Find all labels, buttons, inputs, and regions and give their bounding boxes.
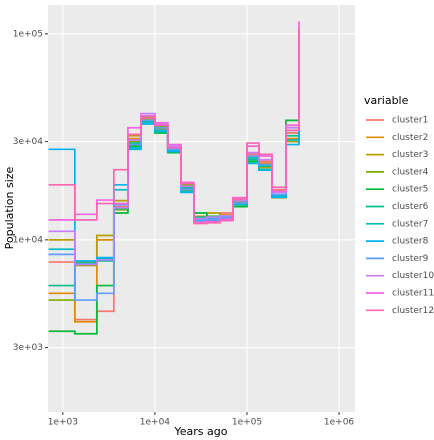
- y-axis-label: Population size: [3, 166, 16, 249]
- legend-label: cluster8: [392, 237, 429, 247]
- y-tick-label: 3e+04: [13, 137, 44, 147]
- legend-label: cluster5: [392, 185, 428, 195]
- y-tick-label: 3e+03: [13, 343, 43, 353]
- legend-label: cluster2: [392, 133, 428, 143]
- legend-label: cluster11: [392, 289, 434, 299]
- legend-label: cluster3: [392, 150, 428, 160]
- legend-title: variable: [364, 94, 409, 107]
- panel: [48, 5, 355, 412]
- x-tick-label: 1e+04: [140, 418, 171, 428]
- legend-label: cluster6: [392, 202, 429, 212]
- legend-label: cluster1: [392, 116, 428, 126]
- legend-label: cluster12: [392, 306, 434, 316]
- legend-label: cluster10: [392, 271, 434, 281]
- legend-label: cluster9: [392, 254, 429, 264]
- x-tick-label: 1e+05: [232, 418, 262, 428]
- legend-label: cluster4: [392, 167, 429, 177]
- y-tick-label: 1e+05: [13, 29, 43, 39]
- x-tick-label: 1e+03: [48, 418, 78, 428]
- x-axis-label: Years ago: [174, 425, 228, 438]
- x-tick-label: 1e+06: [324, 418, 355, 428]
- legend-label: cluster7: [392, 219, 428, 229]
- series-line: [48, 26, 300, 225]
- y-tick-label: 1e+04: [13, 235, 44, 245]
